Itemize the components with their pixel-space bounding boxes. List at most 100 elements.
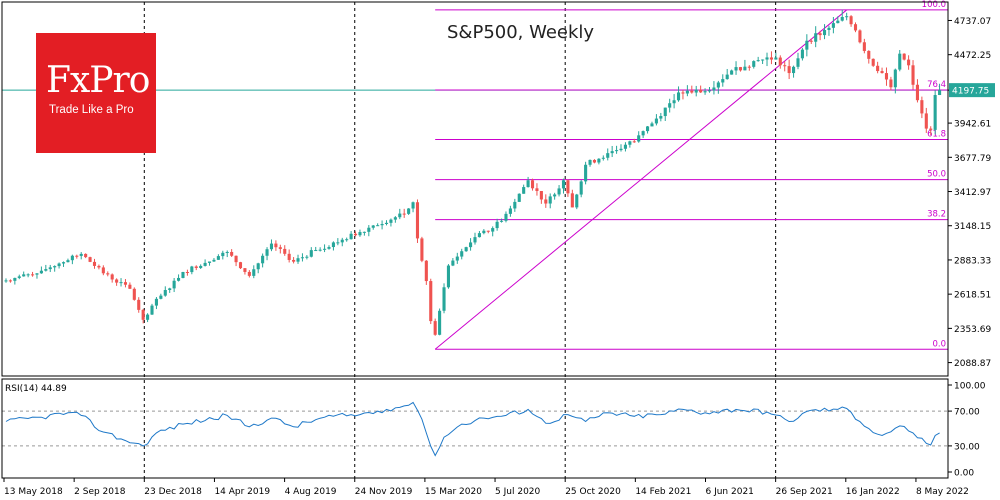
candle-body <box>898 53 902 70</box>
candle-body <box>628 141 632 145</box>
candle-body <box>499 220 504 222</box>
candle-body <box>97 265 101 268</box>
fibonacci-levels: 100.0 76.4 61.8 50.0 38.2 0.0 <box>434 0 948 350</box>
rsi-axis-label: 30.00 <box>954 442 980 452</box>
candle-body <box>858 30 862 43</box>
candle-body <box>70 255 74 261</box>
candle-body <box>792 66 796 74</box>
candle-body <box>101 267 105 274</box>
candle-body <box>238 262 243 269</box>
candle-body <box>207 261 212 263</box>
candle-body <box>526 180 530 188</box>
candlestick-series <box>4 9 942 336</box>
candle-body <box>154 298 158 306</box>
candle-body <box>336 242 340 244</box>
candle-body <box>911 65 915 85</box>
candle-body <box>668 103 672 108</box>
candle-body <box>690 90 694 93</box>
candle-body <box>212 259 216 262</box>
candle-body <box>92 261 97 266</box>
candle-body <box>8 280 12 282</box>
candle-body <box>809 40 813 42</box>
candle-body <box>553 194 557 197</box>
candle-body <box>296 258 300 262</box>
candle-body <box>371 225 375 228</box>
candle-body <box>216 256 220 260</box>
candle-body <box>305 256 309 258</box>
candle-body <box>893 69 897 88</box>
candle-body <box>840 17 844 21</box>
candle-body <box>504 213 508 221</box>
candle-body <box>420 238 424 261</box>
candle-body <box>429 281 433 322</box>
candle-body <box>712 87 716 91</box>
candle-body <box>411 202 415 209</box>
candle-body <box>734 67 738 71</box>
candle-body <box>548 196 552 204</box>
time-axis-label: 6 Jun 2021 <box>705 487 753 497</box>
candle-body <box>44 269 48 271</box>
candle-body <box>39 270 43 274</box>
candle-body <box>256 263 260 270</box>
candle-body <box>876 65 880 72</box>
candle-body <box>150 305 154 315</box>
candle-body <box>615 150 619 152</box>
candle-body <box>309 250 313 257</box>
time-axis-label: 5 Jul 2020 <box>495 487 540 497</box>
candle-body <box>473 237 477 243</box>
candle-body <box>907 59 911 66</box>
time-axis-label: 8 May 2022 <box>916 487 969 497</box>
time-axis-label: 14 Apr 2019 <box>214 487 270 497</box>
candle-body <box>672 100 676 104</box>
candle-body <box>637 135 641 142</box>
candle-body <box>292 259 296 262</box>
candle-body <box>721 79 725 83</box>
candle-body <box>261 255 265 264</box>
candle-body <box>477 233 481 238</box>
candle-body <box>920 100 924 114</box>
candle-body <box>579 181 583 195</box>
candle-body <box>84 253 88 258</box>
candle-body <box>177 277 181 281</box>
candle-body <box>380 224 384 226</box>
fib-trendline <box>434 9 847 350</box>
candle-body <box>75 255 79 257</box>
rsi-panel: 100.00 70.00 30.00 0.00 <box>2 382 986 479</box>
candle-body <box>871 58 875 66</box>
candle-body <box>327 247 331 249</box>
candle-body <box>57 263 61 267</box>
candle-body <box>61 262 66 264</box>
candle-body <box>796 58 800 67</box>
candle-body <box>243 268 247 272</box>
price-axis-label: 2353.69 <box>954 325 991 335</box>
candle-body <box>22 274 26 277</box>
candle-body <box>353 233 358 236</box>
time-axis-label: 26 Sep 2021 <box>776 487 833 497</box>
candle-body <box>517 193 521 202</box>
time-axis-label: 4 Aug 2019 <box>285 487 337 497</box>
candle-body <box>137 299 141 310</box>
time-axis-label: 24 Nov 2019 <box>355 487 413 497</box>
candle-body <box>340 239 344 243</box>
candle-body <box>544 199 548 204</box>
time-axis-label: 13 May 2018 <box>4 487 63 497</box>
candle-body <box>132 288 136 300</box>
candle-body <box>783 65 787 67</box>
candle-body <box>482 230 486 234</box>
candle-body <box>278 247 282 249</box>
price-axis-label: 3148.15 <box>954 222 991 232</box>
candle-body <box>123 282 128 285</box>
fib-level-label: 61.8 <box>927 130 946 140</box>
candle-body <box>535 188 539 192</box>
candle-body <box>314 250 318 252</box>
time-axis-label: 14 Feb 2021 <box>635 487 691 497</box>
candle-body <box>13 277 17 281</box>
candle-body <box>584 164 588 182</box>
candle-body <box>513 201 517 209</box>
candle-body <box>234 255 238 263</box>
candle-body <box>610 151 614 154</box>
candle-body <box>623 144 627 149</box>
candle-body <box>765 57 769 60</box>
price-axis-label: 3412.97 <box>954 188 991 198</box>
candle-body <box>800 49 804 59</box>
